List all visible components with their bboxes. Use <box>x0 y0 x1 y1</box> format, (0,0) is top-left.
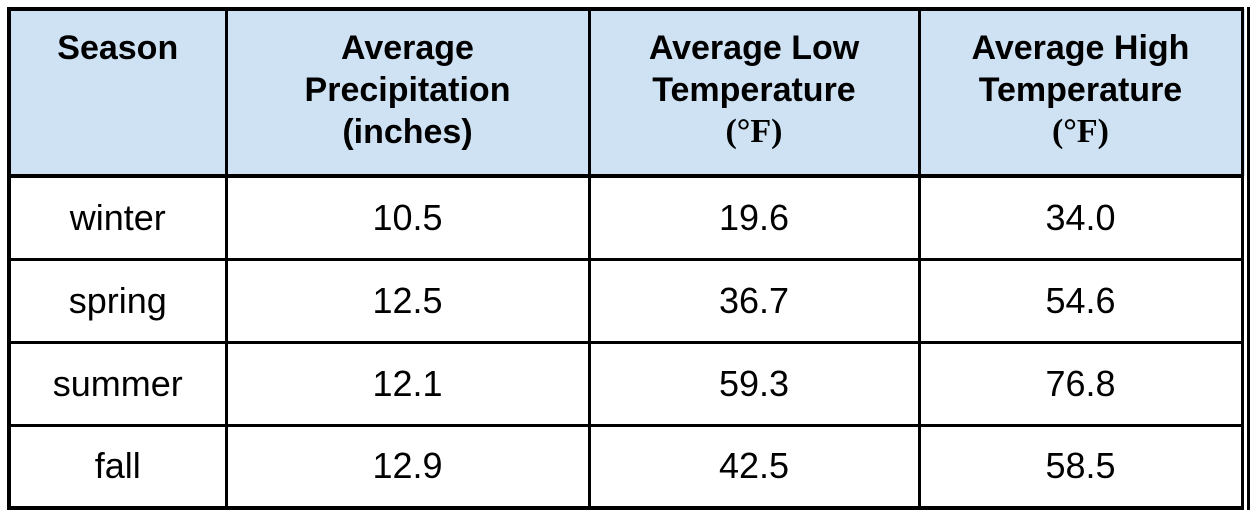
header-unit: (°F) <box>725 113 783 151</box>
high-temp-cell: 58.5 <box>917 423 1247 510</box>
season-cell: winter <box>7 174 228 261</box>
high-temp-cell: 34.0 <box>917 174 1247 261</box>
seasonal-weather-table: Season Average Precipitation (inches) Av… <box>7 7 1250 510</box>
low-temp-cell: 19.6 <box>587 174 921 261</box>
precipitation-cell: 10.5 <box>224 174 591 261</box>
precipitation-cell: 12.5 <box>224 257 591 344</box>
header-row: Season Average Precipitation (inches) Av… <box>7 7 1247 178</box>
table-row: fall 12.9 42.5 58.5 <box>7 423 1247 510</box>
header-unit: (°F) <box>1051 113 1109 151</box>
low-temp-cell: 59.3 <box>587 340 921 427</box>
precipitation-cell: 12.1 <box>224 340 591 427</box>
season-cell: summer <box>7 340 228 427</box>
high-temp-cell: 54.6 <box>917 257 1247 344</box>
table-row: winter 10.5 19.6 34.0 <box>7 174 1247 261</box>
low-temp-cell: 36.7 <box>587 257 921 344</box>
header-label: Average Precipitation <box>304 29 511 110</box>
table-row: summer 12.1 59.3 76.8 <box>7 340 1247 427</box>
header-unit: (inches) <box>342 113 473 152</box>
high-temp-cell: 76.8 <box>917 340 1247 427</box>
season-cell: spring <box>7 257 228 344</box>
column-header-season: Season <box>7 7 228 178</box>
header-label: Season <box>57 29 179 67</box>
low-temp-cell: 42.5 <box>587 423 921 510</box>
column-header-high-temperature: Average High Temperature (°F) <box>917 7 1247 178</box>
table-row: spring 12.5 36.7 54.6 <box>7 257 1247 344</box>
precipitation-cell: 12.9 <box>224 423 591 510</box>
column-header-low-temperature: Average Low Temperature (°F) <box>587 7 921 178</box>
season-cell: fall <box>7 423 228 510</box>
header-label: Average High Temperature <box>971 29 1190 110</box>
header-label: Average Low Temperature <box>648 29 860 110</box>
column-header-precipitation: Average Precipitation (inches) <box>224 7 591 178</box>
